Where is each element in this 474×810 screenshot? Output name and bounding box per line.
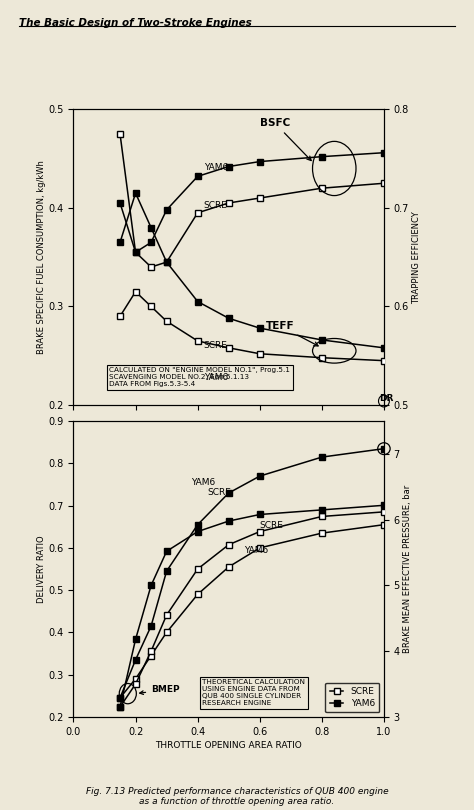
Text: SCRE: SCRE: [204, 341, 228, 350]
Y-axis label: BRAKE MEAN EFFECTIVE PRESSURE, bar: BRAKE MEAN EFFECTIVE PRESSURE, bar: [403, 485, 412, 653]
Y-axis label: BRAKE SPECIFIC FUEL CONSUMPTION, kg/kWh: BRAKE SPECIFIC FUEL CONSUMPTION, kg/kWh: [36, 160, 46, 354]
Text: YAM6: YAM6: [204, 373, 228, 382]
Text: YAM6: YAM6: [191, 479, 216, 488]
Text: THEORETICAL CALCULATION
USING ENGINE DATA FROM
QUB 400 SINGLE CYLINDER
RESEARCH : THEORETICAL CALCULATION USING ENGINE DAT…: [202, 680, 305, 706]
Text: The Basic Design of Two-Stroke Engines: The Basic Design of Two-Stroke Engines: [19, 18, 252, 28]
Text: BMEP: BMEP: [140, 685, 180, 694]
Text: Fig. 7.13 Predicted performance characteristics of QUB 400 engine
as a function : Fig. 7.13 Predicted performance characte…: [86, 787, 388, 806]
Text: SCRE: SCRE: [204, 201, 228, 210]
Text: TEFF: TEFF: [266, 321, 318, 346]
Text: DR: DR: [379, 394, 394, 403]
Text: SCRE: SCRE: [207, 488, 231, 497]
Y-axis label: DELIVERY RATIO: DELIVERY RATIO: [36, 535, 46, 603]
Text: BSFC: BSFC: [260, 118, 311, 160]
Y-axis label: TRAPPING EFFICIENCY: TRAPPING EFFICIENCY: [412, 211, 421, 304]
X-axis label: THROTTLE OPENING AREA RATIO: THROTTLE OPENING AREA RATIO: [155, 740, 302, 750]
Text: CALCULATED ON "ENGINE MODEL NO.1", Prog.5.1
SCAVENGING MODEL NO.2, Eqn.5.1.13
DA: CALCULATED ON "ENGINE MODEL NO.1", Prog.…: [109, 367, 290, 387]
Text: YAM6: YAM6: [204, 164, 228, 173]
Text: YAM6: YAM6: [244, 546, 268, 555]
Legend: SCRE, YAM6: SCRE, YAM6: [325, 683, 379, 712]
Text: SCRE: SCRE: [260, 521, 283, 530]
